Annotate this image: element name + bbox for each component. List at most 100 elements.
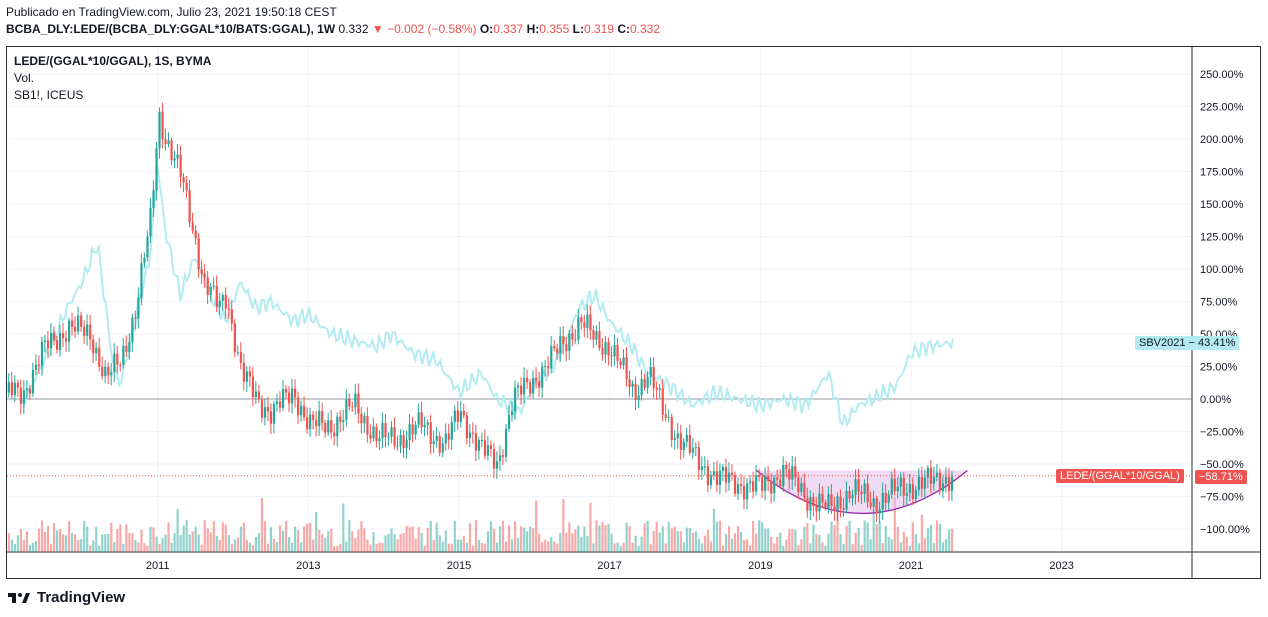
candle-body [652,367,655,388]
volume-bar [631,542,634,552]
candle-body [137,297,140,319]
candle-body [321,411,324,423]
volume-bar [854,532,857,552]
volume-bar [950,528,954,552]
candle-body [755,475,758,492]
volume-bar [179,535,182,552]
symbol-label[interactable]: BCBA_DLY:LEDE/(BCBA_DLY:GGAL*10/BATS:GGA… [6,22,336,36]
volume-bar [242,522,245,552]
volume-bar [318,530,321,552]
volume-bar [278,525,282,552]
candle-body [914,489,917,500]
candle-body [230,309,233,324]
volume-bar [233,539,236,552]
candle-body [761,477,764,491]
x-tick-label: 2023 [1049,560,1073,572]
candle-body [866,483,869,503]
candle-body [764,476,767,491]
candle-body [752,481,755,492]
candle-body [339,416,342,423]
volume-bar [134,540,137,552]
volume-bar [468,523,471,552]
volume-bar [667,521,670,552]
candle-body [149,207,152,237]
candle-body [628,379,631,388]
candle-body [526,377,529,383]
volume-bar [143,543,146,552]
candle-body [625,357,628,380]
volume-bar [643,523,646,552]
volume-bar [510,539,514,552]
candle-body [34,364,38,370]
candle-body [800,483,803,492]
volume-bar [529,526,532,552]
candle-body [272,403,276,424]
volume-bar [384,535,387,552]
volume-bar [824,545,827,552]
volume-bar [932,543,936,552]
volume-bar [577,525,580,552]
candle-body [902,477,905,496]
volume-bar [501,520,505,552]
volume-bar [571,533,574,552]
candle-body [640,378,643,396]
volume-bar [116,528,119,552]
volume-bar [619,545,622,552]
candle-body [884,492,887,503]
volume-bar [405,525,408,552]
candle-body [266,407,270,412]
volume-bar [52,523,56,552]
candle-body [492,448,496,469]
volume-bar [727,526,731,552]
candle-body [839,496,842,509]
legend-compare-series[interactable]: SB1!, ICEUS [14,88,84,102]
high-label: H: [526,22,540,36]
volume-bar [22,539,26,552]
candle-body [390,427,393,437]
volume-bar [878,521,881,552]
volume-bar [390,528,393,552]
candle-body [878,509,881,514]
volume-bar [592,543,595,552]
volume-bar [333,545,336,552]
volume-bar [89,545,92,552]
candle-body [510,411,514,416]
volume-bar [736,526,740,552]
volume-bar [330,528,333,552]
chart-canvas[interactable]: 250.00% 225.00% 200.00% 175.00% 150.00% 125.0… [7,47,1260,578]
volume-bar [860,544,863,552]
volume-bar [550,537,553,552]
candle-body [176,154,179,159]
candle-body [369,434,372,439]
candle-body [746,483,749,500]
volume-bar [568,522,571,552]
volume-bar [465,542,468,552]
volume-bar [354,537,357,552]
x-tick-label: 2015 [447,560,471,572]
candle-body [776,477,779,480]
candle-body [92,339,95,354]
volume-bar [107,533,110,552]
candle-body [465,415,468,439]
candle-body [140,263,143,298]
candle-body [875,498,878,514]
candle-body [670,416,673,440]
volume-bar [191,531,194,552]
volume-bar [628,526,631,552]
legend-main-series[interactable]: LEDE/(GGAL*10/GGAL), 1S, BYMA [14,54,212,68]
candle-body [306,417,309,430]
candle-body [917,476,920,490]
candle-body [718,470,722,485]
volume-bar [788,528,791,552]
volume-bar [773,543,776,552]
candle-body [19,387,23,404]
main-price-tag: LEDE/(GGAL*10/GGAL) [1056,469,1184,483]
candle-body [830,494,833,506]
volume-bar [92,540,95,552]
tradingview-logo[interactable]: TradingView [8,589,125,606]
legend-volume[interactable]: Vol. [14,71,35,85]
volume-bar [414,538,417,552]
candle-body [863,483,866,495]
x-tick-label: 2017 [597,560,621,572]
volume-bar [65,535,68,552]
